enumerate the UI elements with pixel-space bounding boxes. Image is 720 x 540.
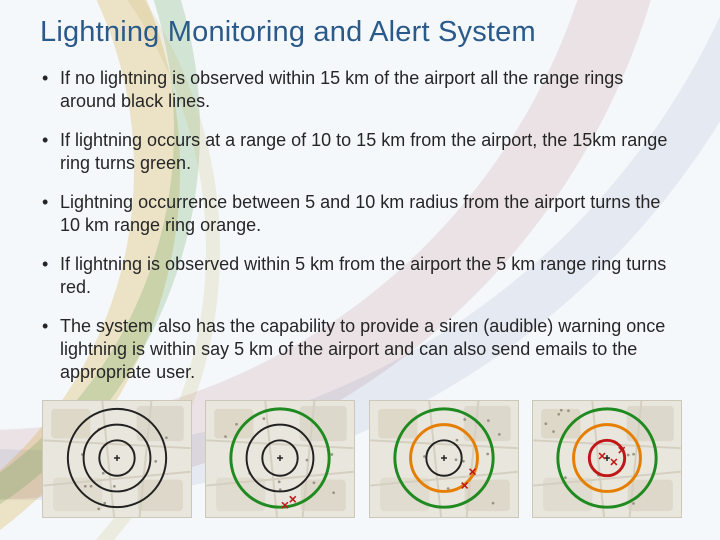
bullet-item: If lightning occurs at a range of 10 to … bbox=[40, 129, 684, 175]
bullet-item: Lightning occurrence between 5 and 10 km… bbox=[40, 191, 684, 237]
bullet-item: If lightning is observed within 5 km fro… bbox=[40, 253, 684, 299]
bullet-list: If no lightning is observed within 15 km… bbox=[40, 67, 684, 384]
bullet-item: The system also has the capability to pr… bbox=[40, 315, 684, 384]
map-figure-4 bbox=[532, 400, 682, 518]
map-figure-2 bbox=[205, 400, 355, 518]
bullet-item: If no lightning is observed within 15 km… bbox=[40, 67, 684, 113]
map-figure-3 bbox=[369, 400, 519, 518]
map-figure-1 bbox=[42, 400, 192, 518]
page-title: Lightning Monitoring and Alert System bbox=[40, 16, 684, 49]
slide: Lightning Monitoring and Alert System If… bbox=[0, 0, 720, 540]
figure-row bbox=[40, 400, 684, 518]
